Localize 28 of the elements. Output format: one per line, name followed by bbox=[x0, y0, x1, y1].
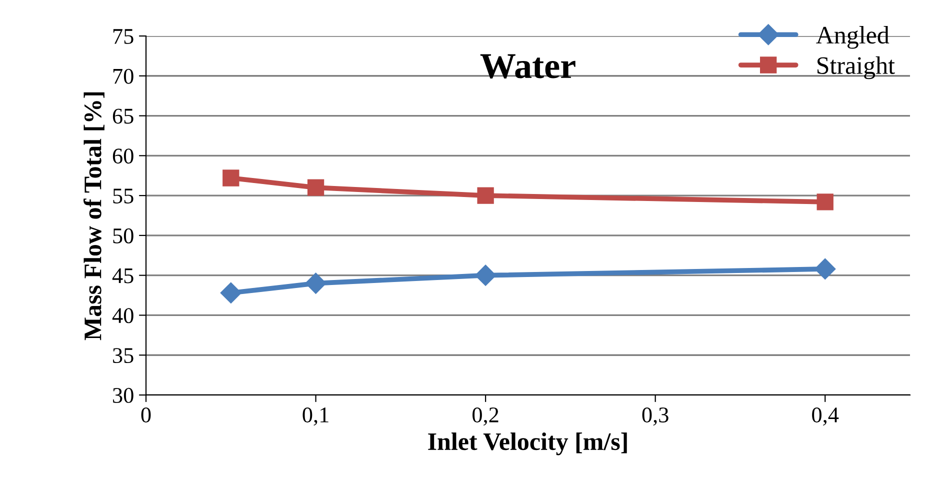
chart-title: Water bbox=[480, 54, 576, 78]
y-tick-label: 70 bbox=[113, 68, 134, 84]
y-tick-label: 30 bbox=[113, 388, 134, 403]
x-tick-label: 0,3 bbox=[642, 407, 668, 426]
point bbox=[475, 264, 496, 286]
point bbox=[477, 187, 494, 204]
x-tick-label: 0 bbox=[141, 407, 151, 422]
y-tick-label: 50 bbox=[113, 228, 134, 244]
x-tick-label: 0,4 bbox=[812, 407, 839, 426]
y-tick-label: 45 bbox=[112, 268, 134, 284]
point bbox=[816, 194, 834, 210]
point bbox=[814, 258, 836, 280]
y-tick-label: 35 bbox=[113, 348, 134, 364]
point bbox=[220, 282, 242, 304]
x-tick-label: 0,1 bbox=[302, 407, 328, 426]
point bbox=[307, 179, 324, 196]
y-tick-label: 55 bbox=[113, 188, 134, 204]
x-tick-label: 0,2 bbox=[472, 407, 498, 426]
y-tick-label: 40 bbox=[112, 308, 134, 324]
y-tick-label: 60 bbox=[112, 148, 134, 164]
legend-label: Angled bbox=[816, 26, 890, 49]
y-axis-title: Mass Flow of Total [%] bbox=[83, 92, 104, 340]
point bbox=[222, 170, 240, 186]
y-tick-label: 65 bbox=[112, 108, 134, 124]
y-tick-label: 75 bbox=[113, 29, 134, 44]
legend-label: Straight bbox=[818, 56, 895, 80]
point bbox=[305, 272, 326, 294]
x-axis-title: Inlet Velocity [m/s] bbox=[428, 432, 627, 456]
